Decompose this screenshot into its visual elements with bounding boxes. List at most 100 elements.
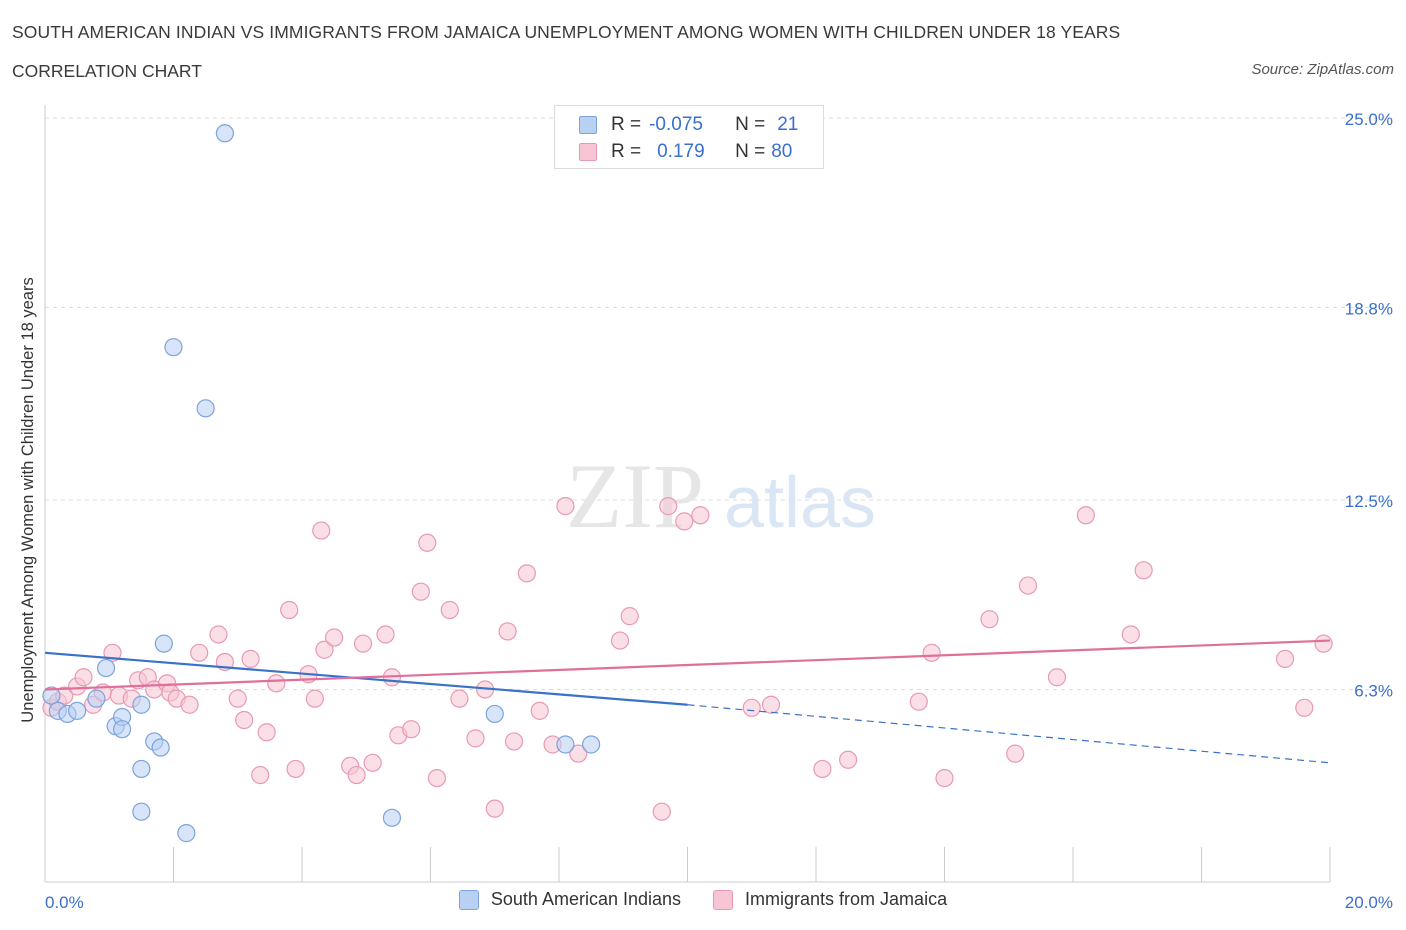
point-jamaica bbox=[517, 564, 536, 583]
legend-row-jamaica: R = 0.179 N = 80 bbox=[579, 140, 792, 164]
trend-line-jamaica bbox=[44, 639, 1331, 691]
trend-line-south-american bbox=[44, 651, 688, 706]
point-jamaica bbox=[190, 643, 209, 662]
grid-lines bbox=[45, 117, 1390, 690]
x-tick-label: 20.0% bbox=[1345, 893, 1393, 912]
point-south-american bbox=[132, 759, 151, 779]
legend-swatch-blue bbox=[579, 116, 597, 134]
point-jamaica bbox=[498, 622, 517, 641]
point-jamaica bbox=[325, 628, 344, 647]
point-jamaica bbox=[556, 497, 575, 516]
point-jamaica bbox=[610, 631, 630, 650]
y-tick-label: 18.8% bbox=[1345, 299, 1393, 318]
point-jamaica bbox=[228, 689, 247, 708]
point-jamaica bbox=[363, 753, 382, 772]
point-jamaica bbox=[1134, 561, 1153, 580]
data-points bbox=[42, 124, 1333, 843]
point-jamaica bbox=[312, 521, 331, 540]
x-tick-label: 0.0% bbox=[45, 893, 84, 912]
trend-lines bbox=[44, 639, 1331, 764]
y-axis-label: Unemployment Among Women with Children U… bbox=[19, 277, 37, 722]
point-south-american bbox=[196, 399, 215, 418]
point-jamaica bbox=[305, 689, 324, 708]
point-jamaica bbox=[1006, 744, 1025, 763]
point-jamaica bbox=[466, 729, 485, 748]
point-jamaica bbox=[935, 768, 954, 788]
point-jamaica bbox=[813, 759, 832, 779]
point-jamaica bbox=[257, 723, 276, 742]
point-jamaica bbox=[691, 506, 710, 525]
point-jamaica bbox=[980, 610, 999, 629]
point-south-american bbox=[132, 695, 151, 714]
point-south-american bbox=[382, 808, 402, 827]
legend-r-value: 0.179 bbox=[657, 141, 705, 162]
series-legend-jamaica: Immigrants from Jamaica bbox=[713, 889, 947, 910]
point-south-american bbox=[556, 735, 575, 754]
point-jamaica bbox=[659, 497, 678, 516]
point-jamaica bbox=[839, 750, 858, 769]
point-south-american bbox=[215, 124, 234, 143]
legend-r-label: R = bbox=[611, 141, 642, 162]
point-jamaica bbox=[427, 768, 447, 788]
point-jamaica bbox=[280, 600, 299, 620]
point-jamaica bbox=[652, 802, 671, 821]
legend-r-label: R = bbox=[611, 114, 642, 135]
point-jamaica bbox=[569, 744, 588, 763]
point-jamaica bbox=[376, 625, 395, 644]
source-credit: Source: ZipAtlas.com bbox=[1251, 61, 1394, 78]
chart-title: SOUTH AMERICAN INDIAN VS IMMIGRANTS FROM… bbox=[12, 22, 1121, 42]
series-legend-south-american: South American Indians bbox=[458, 889, 682, 910]
point-south-american bbox=[68, 701, 87, 720]
point-jamaica bbox=[353, 634, 373, 653]
point-jamaica bbox=[1018, 576, 1038, 595]
point-jamaica bbox=[761, 695, 781, 714]
point-jamaica bbox=[530, 701, 549, 720]
legend-swatch-pink bbox=[579, 143, 597, 161]
point-jamaica bbox=[180, 695, 199, 714]
y-tick-label: 25.0% bbox=[1345, 110, 1393, 129]
legend-n-value: 80 bbox=[771, 141, 793, 162]
point-jamaica bbox=[347, 765, 366, 785]
series-legend: South American Indians Immigrants from J… bbox=[0, 889, 1406, 910]
watermark-atlas: atlas bbox=[724, 463, 876, 543]
series-label: South American Indians bbox=[490, 889, 682, 909]
point-south-american bbox=[582, 735, 601, 754]
point-jamaica bbox=[1314, 634, 1333, 653]
point-jamaica bbox=[209, 625, 228, 644]
point-jamaica bbox=[1076, 506, 1095, 525]
legend-r-value: -0.075 bbox=[649, 114, 703, 135]
point-jamaica bbox=[251, 765, 270, 785]
point-south-american bbox=[154, 634, 173, 653]
legend-n-label: N = bbox=[735, 141, 766, 162]
point-south-american bbox=[151, 738, 170, 757]
point-jamaica bbox=[450, 689, 469, 708]
point-jamaica bbox=[485, 799, 504, 818]
series-swatch-pink bbox=[713, 889, 734, 910]
point-jamaica bbox=[440, 600, 459, 620]
series-label: Immigrants from Jamaica bbox=[745, 889, 948, 909]
point-south-american bbox=[87, 689, 106, 708]
point-south-american bbox=[485, 704, 504, 724]
point-jamaica bbox=[235, 710, 254, 730]
point-south-american bbox=[164, 338, 183, 357]
point-jamaica bbox=[742, 698, 761, 717]
series-swatch-blue bbox=[458, 889, 479, 910]
legend-row-south-american: R = -0.075 N = 21 bbox=[579, 113, 798, 137]
point-jamaica bbox=[74, 668, 93, 687]
point-jamaica bbox=[286, 759, 305, 779]
point-south-american bbox=[177, 824, 196, 843]
point-jamaica bbox=[418, 533, 437, 552]
axes bbox=[44, 105, 1331, 883]
point-south-american bbox=[42, 686, 61, 705]
watermark-zip: ZIP bbox=[566, 445, 704, 547]
point-jamaica bbox=[922, 643, 941, 662]
correlation-legend: R = -0.075 N = 21 R = 0.179 N = 80 bbox=[554, 105, 824, 169]
point-jamaica bbox=[267, 674, 286, 693]
point-jamaica bbox=[1295, 698, 1314, 717]
point-jamaica bbox=[241, 649, 260, 669]
point-jamaica bbox=[411, 582, 430, 601]
y-tick-label: 6.3% bbox=[1354, 681, 1393, 700]
point-jamaica bbox=[1121, 625, 1140, 644]
point-jamaica bbox=[504, 732, 524, 751]
